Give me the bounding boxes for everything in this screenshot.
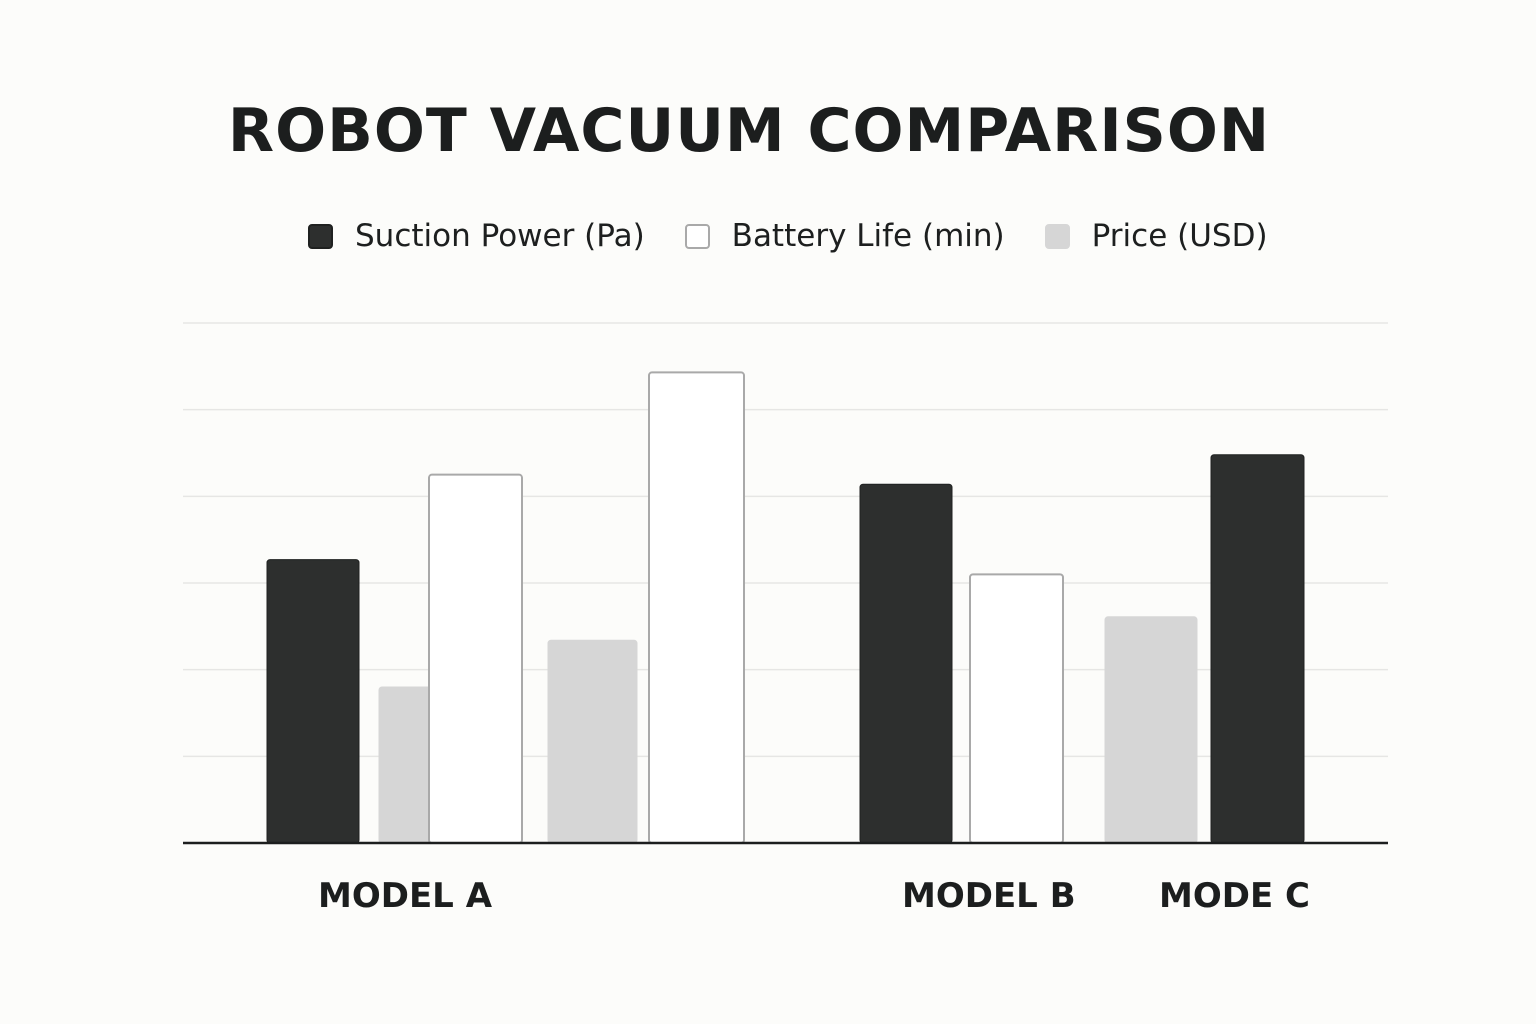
bar-suction-power-6 — [859, 483, 953, 844]
legend-label-suction-power: Suction Power (Pa) — [355, 218, 645, 254]
bar-price-8 — [1104, 616, 1198, 844]
legend-item-price: Price (USD) — [1044, 218, 1268, 254]
gridlines — [183, 322, 1388, 758]
bar-battery-life-3 — [428, 473, 523, 844]
category-label-mode-c: MODE C — [1159, 876, 1310, 916]
legend-label-price: Price (USD) — [1091, 218, 1268, 254]
legend-swatch-price — [1044, 223, 1070, 249]
bars — [266, 371, 1305, 844]
legend: Suction Power (Pa) Battery Life (min) Pr… — [308, 214, 1308, 258]
legend-label-battery-life: Battery Life (min) — [731, 218, 1005, 254]
bar-battery-life-7 — [969, 573, 1064, 844]
legend-swatch-suction-power — [308, 223, 333, 249]
category-label-model-a: MODEL A — [318, 876, 493, 916]
category-label-model-b: MODEL B — [902, 876, 1076, 916]
chart-title: ROBOT VACUUM COMPARISON — [227, 96, 1271, 166]
bar-price-4 — [547, 639, 638, 844]
legend-item-suction-power: Suction Power (Pa) — [308, 218, 645, 254]
legend-item-battery-life: Battery Life (min) — [684, 218, 1005, 254]
legend-swatch-battery-life — [684, 223, 710, 249]
bar-suction-power-1 — [266, 559, 360, 844]
bar-suction-power-9 — [1210, 454, 1305, 844]
bar-battery-life-5 — [648, 371, 745, 844]
